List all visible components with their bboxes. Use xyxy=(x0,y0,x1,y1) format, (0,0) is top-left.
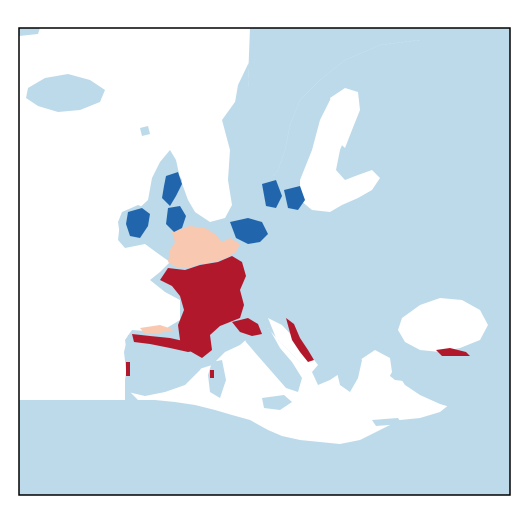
dark-blue-britain-mid xyxy=(166,206,186,232)
sicily xyxy=(262,395,292,410)
dark-blue-sweden-south xyxy=(284,186,305,210)
scandinavia xyxy=(222,28,420,208)
anatolia xyxy=(395,340,510,420)
sardinia-corsica xyxy=(208,360,226,398)
baltic-sea xyxy=(300,95,380,212)
dark-red-black-sea xyxy=(436,348,470,356)
land-overlays xyxy=(19,28,510,495)
dark-red-balkan-coast xyxy=(286,318,314,362)
light-red-area xyxy=(168,226,240,268)
dark-red-france xyxy=(160,256,246,358)
atlantic-ocean xyxy=(19,28,250,400)
region-dark-red xyxy=(126,256,470,378)
dark-red-pyrenees xyxy=(132,334,200,352)
north-africa xyxy=(19,418,510,495)
italy-peninsula xyxy=(238,320,302,392)
region-dark-blue xyxy=(126,172,305,244)
dark-blue-low-countries xyxy=(230,218,268,244)
crete xyxy=(372,418,402,426)
greenland-edge xyxy=(19,28,40,36)
map-frame xyxy=(18,27,511,496)
greece xyxy=(336,345,362,392)
dark-blue-scotland xyxy=(162,172,182,206)
dark-blue-ireland xyxy=(126,208,150,238)
dark-red-corsica xyxy=(210,370,214,378)
iceland xyxy=(26,74,105,112)
aegean-sea xyxy=(360,350,392,392)
faroe-shetland xyxy=(140,126,150,136)
dark-red-italy-north xyxy=(232,318,262,336)
dark-red-portugal xyxy=(126,362,130,376)
dark-blue-denmark xyxy=(262,180,282,208)
light-red-strip-iberia xyxy=(140,325,175,334)
region-light-red xyxy=(140,226,240,334)
gulf-of-bothnia xyxy=(330,88,360,148)
black-sea xyxy=(398,298,488,352)
